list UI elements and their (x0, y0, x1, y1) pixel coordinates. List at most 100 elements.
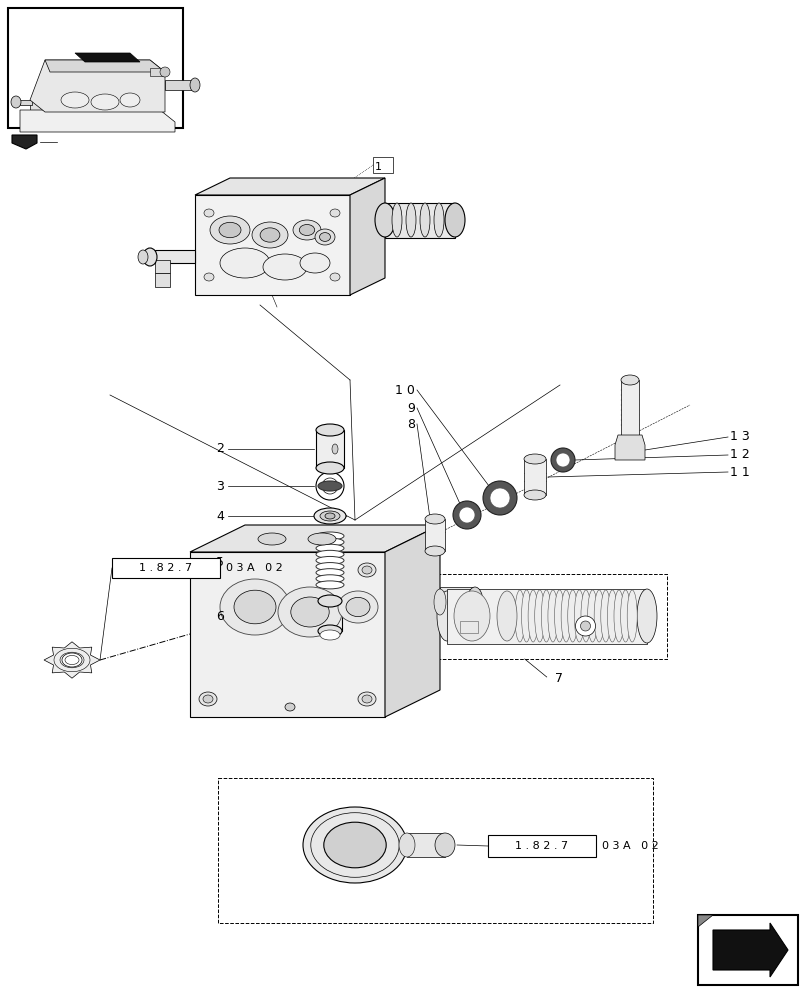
Ellipse shape (314, 508, 345, 524)
Text: 1 1: 1 1 (729, 466, 749, 479)
Ellipse shape (547, 590, 557, 642)
Bar (112, 558, 220, 578)
Ellipse shape (315, 229, 335, 245)
Ellipse shape (315, 544, 344, 552)
Ellipse shape (315, 556, 344, 564)
Bar (431, 574, 666, 659)
Polygon shape (155, 260, 169, 273)
Bar (372, 157, 393, 173)
Text: 4: 4 (216, 510, 224, 522)
Ellipse shape (319, 233, 330, 241)
Polygon shape (12, 135, 37, 149)
Ellipse shape (204, 209, 214, 217)
Polygon shape (406, 833, 444, 857)
Ellipse shape (626, 590, 637, 642)
Ellipse shape (392, 203, 401, 237)
Ellipse shape (575, 616, 594, 636)
Bar (217, 778, 652, 923)
Ellipse shape (551, 448, 574, 472)
Ellipse shape (299, 253, 329, 273)
Ellipse shape (554, 590, 564, 642)
Ellipse shape (315, 550, 344, 558)
Ellipse shape (285, 703, 294, 711)
Ellipse shape (337, 591, 378, 623)
Polygon shape (155, 273, 169, 287)
Ellipse shape (219, 222, 241, 238)
Text: 3: 3 (216, 480, 224, 492)
Ellipse shape (315, 424, 344, 436)
Polygon shape (30, 60, 165, 112)
Text: 5: 5 (216, 556, 224, 570)
Polygon shape (446, 589, 646, 644)
Ellipse shape (556, 453, 569, 467)
Polygon shape (523, 459, 545, 495)
Ellipse shape (600, 590, 610, 642)
Bar (487, 835, 595, 857)
Ellipse shape (315, 581, 344, 589)
Ellipse shape (527, 590, 538, 642)
Ellipse shape (466, 587, 483, 617)
Polygon shape (165, 80, 195, 90)
Ellipse shape (322, 478, 337, 494)
Ellipse shape (315, 532, 344, 540)
Ellipse shape (315, 472, 344, 500)
Ellipse shape (324, 513, 335, 519)
Polygon shape (424, 519, 444, 551)
Polygon shape (75, 53, 139, 62)
Ellipse shape (541, 590, 551, 642)
Ellipse shape (362, 695, 371, 703)
Ellipse shape (444, 203, 465, 237)
Ellipse shape (318, 595, 341, 607)
Ellipse shape (489, 488, 509, 508)
Ellipse shape (131, 87, 139, 93)
Ellipse shape (433, 203, 444, 237)
Polygon shape (440, 587, 474, 617)
Ellipse shape (613, 590, 623, 642)
Ellipse shape (290, 597, 328, 627)
Ellipse shape (329, 209, 340, 217)
Bar (8, 8, 182, 128)
Ellipse shape (496, 591, 517, 641)
Polygon shape (315, 430, 344, 468)
Ellipse shape (112, 76, 128, 88)
Ellipse shape (120, 93, 139, 107)
Ellipse shape (220, 248, 270, 278)
Polygon shape (195, 178, 384, 195)
Ellipse shape (199, 563, 217, 577)
Ellipse shape (315, 575, 344, 583)
Ellipse shape (87, 82, 103, 94)
Text: 0 3 A   0 2: 0 3 A 0 2 (225, 563, 282, 573)
Ellipse shape (318, 481, 341, 491)
Polygon shape (45, 60, 165, 72)
Ellipse shape (315, 538, 344, 546)
Ellipse shape (91, 94, 119, 110)
Polygon shape (712, 923, 787, 977)
Ellipse shape (573, 590, 584, 642)
Ellipse shape (620, 375, 638, 385)
Ellipse shape (62, 653, 82, 667)
Ellipse shape (580, 621, 590, 631)
Ellipse shape (523, 490, 545, 500)
Ellipse shape (260, 228, 280, 242)
Ellipse shape (203, 566, 212, 574)
Polygon shape (155, 250, 195, 263)
Polygon shape (20, 110, 175, 132)
Bar (460, 621, 478, 633)
Ellipse shape (435, 833, 454, 857)
Polygon shape (195, 195, 350, 295)
Ellipse shape (210, 216, 250, 244)
Polygon shape (190, 525, 440, 552)
Text: 1 3: 1 3 (729, 430, 749, 444)
Ellipse shape (398, 833, 414, 857)
Ellipse shape (587, 590, 597, 642)
Ellipse shape (324, 822, 386, 868)
Text: 1 . 8 2 . 7: 1 . 8 2 . 7 (139, 563, 192, 573)
Polygon shape (620, 380, 638, 435)
Text: 1 2: 1 2 (729, 448, 749, 462)
Ellipse shape (318, 625, 341, 637)
Text: 7: 7 (554, 672, 562, 686)
Ellipse shape (307, 533, 336, 545)
Text: 2: 2 (216, 442, 224, 456)
Ellipse shape (424, 514, 444, 524)
Ellipse shape (567, 590, 577, 642)
